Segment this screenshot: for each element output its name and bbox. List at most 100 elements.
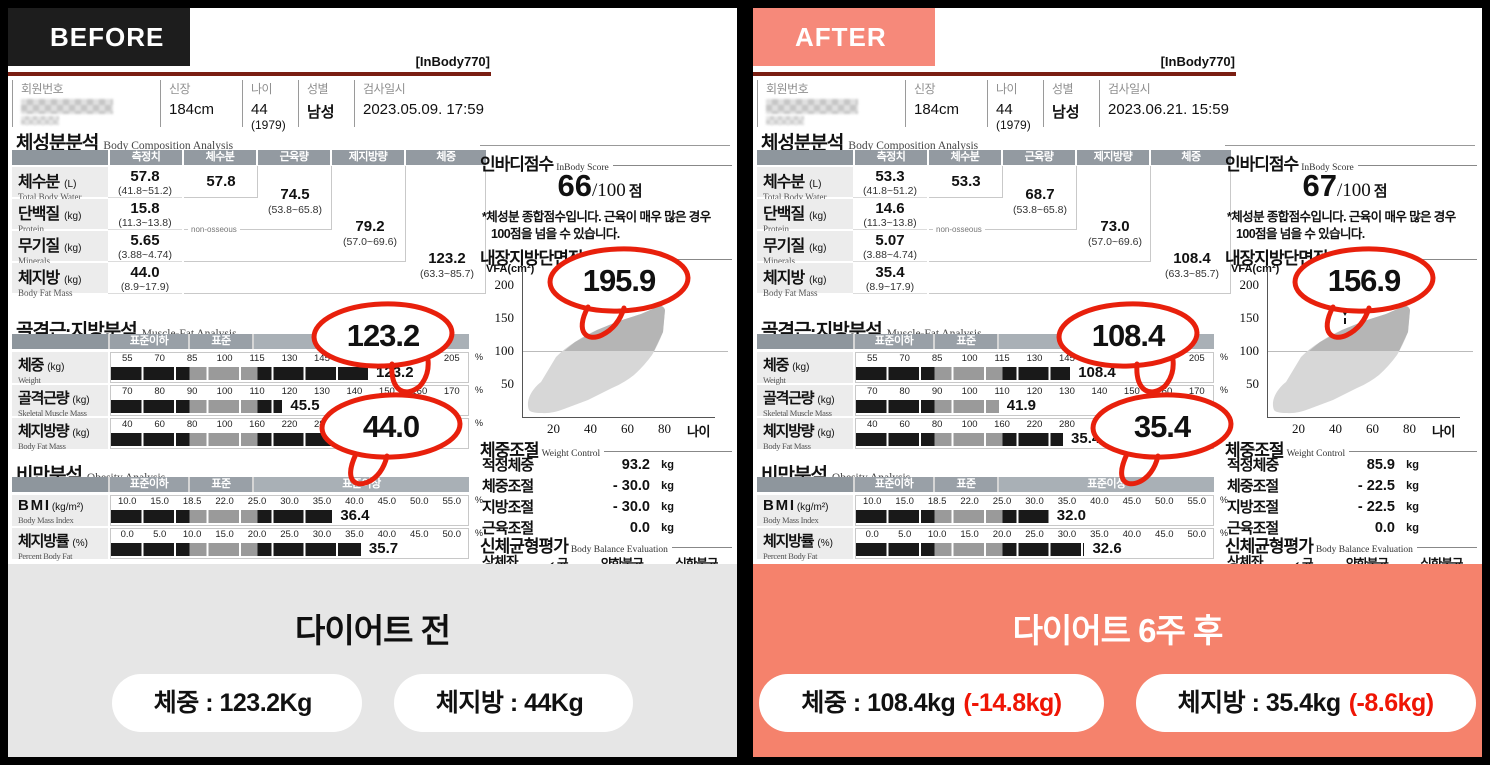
scale-tick: 205 (443, 353, 460, 364)
right-column-rule (1225, 145, 1475, 146)
bar-row-unit: (kg) (817, 395, 835, 406)
non-osseous-note: non-osseous (933, 225, 985, 234)
scale-tick: 100 (216, 386, 233, 397)
weight-control-value: - 22.5 (1357, 477, 1395, 494)
comp-row-measured: 57.8 (41.8~51.2) (108, 166, 182, 198)
bar-value: 45.5 (290, 397, 320, 414)
obesity-bars: B M I (kg/m²) Body Mass Index 10.0 15.0 18.… (12, 494, 483, 561)
above-standard-label: 표준이상 (999, 477, 1214, 492)
obesity-bars: B M I (kg/m²) Body Mass Index 10.0 15.0 18.… (757, 494, 1228, 561)
summary-banner: 다이어트 전 체중 : 123.2Kg 체지방 : 44Kg (8, 564, 737, 757)
member-id-label: 회원번호 (21, 82, 64, 96)
scale-tick: 70 (866, 386, 878, 397)
comp-header-cell: 근육량 (1003, 150, 1075, 165)
strip-spacer (12, 477, 108, 492)
scale-tick: 18.5 (927, 496, 947, 507)
scale-tick: 115 (249, 353, 265, 364)
weight-step-box (929, 166, 1231, 294)
scale-tick: 170 (1188, 386, 1205, 397)
panel-badge: AFTER (753, 8, 935, 66)
comp-table-body: 체수분 (L) Total Body Water 53.3 (41.8~51.2)… (757, 166, 1231, 298)
comp-row-range: (41.8~51.2) (118, 185, 172, 197)
weight-value: 123.2 (428, 250, 466, 267)
comp-header-cell: 체수분 (929, 150, 1001, 165)
weight-callout-value: 123.2 (346, 318, 421, 353)
scale-tick: 15.0 (215, 529, 234, 540)
scale-tick: 15.0 (895, 496, 914, 507)
body-balance-title: 신체균형평가 Body Balance Evaluation (480, 532, 732, 557)
bar-unfilled (1084, 543, 1213, 556)
below-standard-label: 표준이하 (855, 477, 933, 492)
title-rule (655, 259, 732, 260)
vfa-x-tick: 40 (584, 421, 597, 436)
below-standard-label: 표준이하 (855, 334, 933, 349)
bar-row-unit: (%) (72, 538, 88, 549)
bar-row-label: 체지방률 (%) Percent Body Fat (12, 528, 108, 561)
body-balance-title-kr: 신체균형평가 (1225, 537, 1314, 556)
scale-tick: 60 (154, 419, 165, 430)
scale-tick: 70 (899, 353, 910, 364)
scale-tick: 55 (866, 353, 878, 364)
bar-row-label-en: Body Mass Index (18, 515, 74, 525)
scale-tick: 100 (216, 419, 233, 430)
scale-tick: 55.0 (1187, 496, 1207, 507)
weight-control-table: 적정체중 93.2 kg 체중조절 - 30.0 kg 지방조절 - 30.0 … (482, 454, 674, 538)
bar-scale-ticks: 70 80 90 100 110 120 130 140 150 160 170 (111, 386, 468, 399)
vfa-x-tick: 60 (1366, 421, 1379, 436)
summary-pills: 체중 : 108.4kg (-14.8kg) 체지방 : 35.4kg (-8.6k… (753, 674, 1482, 732)
height-cell: 신장 184cm (905, 80, 987, 127)
scale-tick: 22.0 (215, 496, 234, 507)
bar-scale-box: 0.0 5.0 10.0 15.0 20.0 25.0 30.0 35.0 40.0 45.0 50… (855, 528, 1228, 559)
summary-pill: 체지방 : 44Kg (393, 674, 634, 732)
comp-row-measured: 5.65 (3.88~4.74) (108, 230, 182, 262)
inbody-score-title-en: InBody Score (1301, 163, 1354, 173)
body-composition-title: 체성분분석 Body Composition Analysis (761, 128, 978, 155)
title-rule (1400, 259, 1477, 260)
comp-row-label: 무기질 (kg) Minerals (12, 231, 108, 266)
summary-pill-text: 체지방 : 44Kg (435, 689, 584, 717)
scale-tick: 15.0 (960, 529, 979, 540)
total-body-water-merged: 57.8 (206, 173, 236, 190)
scale-tick: 50.0 (1155, 496, 1174, 507)
comp-row-label-kr: 단백질 (18, 206, 60, 223)
scale-tick: 45.0 (410, 529, 429, 540)
comp-rows: 체수분 (L) Total Body Water 53.3 (41.8~51.2)… (757, 166, 1231, 298)
comp-row-label: 단백질 (kg) Protein (757, 199, 853, 234)
comp-row-range: (8.9~17.9) (865, 281, 915, 293)
comp-row: 무기질 (kg) Minerals 5.07 (3.88~4.74) (757, 230, 1231, 266)
summary-title: 다이어트 전 (295, 612, 451, 649)
vfa-x-tick: 20 (1292, 421, 1305, 436)
score-note-line1: *체성분 종합점수입니다. 근육이 매우 많은 경우 (482, 210, 711, 224)
scale-tick: 45.0 (1155, 529, 1174, 540)
weight-control-title: 체중조절 Weight Control (1225, 436, 1477, 461)
scale-tick: 15.0 (150, 496, 169, 507)
strip-spacer (12, 334, 108, 349)
bar-row: 체지방률 (%) Percent Body Fat 0.0 5.0 10.0 15.0 2… (12, 527, 483, 561)
comp-row-unit: (kg) (64, 211, 82, 222)
comp-row-label: 단백질 (kg) Protein (12, 199, 108, 234)
fat-free-mass-value: 79.2 (355, 218, 385, 235)
score-note-line1: *체성분 종합점수입니다. 근육이 매우 많은 경우 (1227, 210, 1456, 224)
summary-pill: 체중 : 123.2Kg (111, 674, 362, 732)
vfa-y-axis-labels: 200 150 100 50 (1225, 268, 1263, 400)
scale-tick: 70 (154, 353, 165, 364)
age-value: 44 (251, 101, 268, 118)
comp-header-spacer (12, 150, 108, 165)
vfa-marker-stem (1344, 318, 1346, 324)
scale-tick: 0.0 (120, 529, 134, 540)
vfa-x-tick: 40 (1329, 421, 1342, 436)
scale-tick: 50.0 (442, 529, 462, 540)
comp-row: 단백질 (kg) Protein 15.8 (11.3~13.8) (12, 198, 486, 234)
scale-tick: 70 (121, 386, 133, 397)
bar-row-label: 체중 (kg) Weight (12, 352, 108, 385)
scale-tick: 40.0 (1090, 496, 1109, 507)
score-note-line2: 100점을 넘을 수 있습니다. (491, 226, 620, 241)
bar-row: 체지방률 (%) Percent Body Fat 0.0 5.0 10.0 15.0 2… (757, 527, 1228, 561)
vfa-title-kr: 내장지방단면적 (480, 249, 583, 268)
weight-range: (63.3~85.7) (420, 268, 474, 280)
comp-row-value: 5.65 (130, 232, 160, 249)
scale-tick: 20.0 (247, 529, 267, 540)
comp-header-cells: 측정치 체수분 근육량 제지방량 체중 (853, 150, 1231, 165)
callout-tail (579, 304, 627, 340)
weight-control-table: 적정체중 85.9 kg 체중조절 - 22.5 kg 지방조절 - 22.5 … (1227, 454, 1419, 538)
